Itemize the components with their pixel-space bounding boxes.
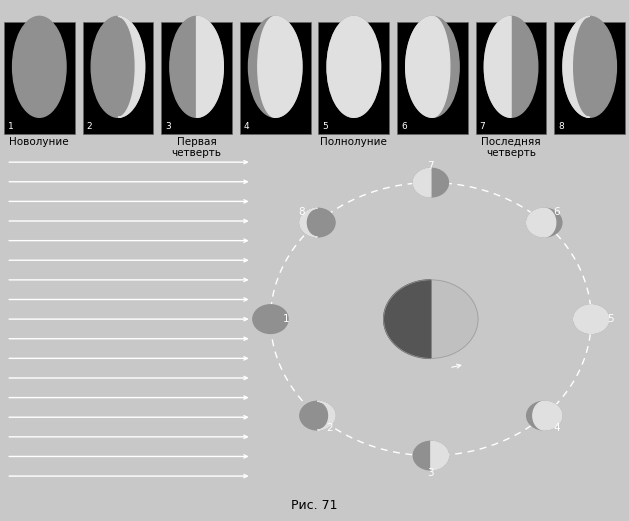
Polygon shape — [563, 16, 590, 117]
Text: Новолуние: Новолуние — [9, 137, 69, 146]
Ellipse shape — [574, 305, 609, 333]
Ellipse shape — [526, 208, 562, 237]
Ellipse shape — [413, 441, 448, 470]
Text: 7: 7 — [479, 122, 486, 131]
Text: 6: 6 — [554, 207, 560, 217]
Text: 3: 3 — [428, 468, 434, 478]
Ellipse shape — [384, 280, 478, 358]
Text: 4: 4 — [244, 122, 249, 131]
Ellipse shape — [300, 208, 335, 237]
Polygon shape — [258, 16, 302, 117]
Polygon shape — [196, 16, 223, 117]
Ellipse shape — [526, 401, 562, 430]
Polygon shape — [484, 16, 511, 117]
FancyBboxPatch shape — [82, 22, 153, 133]
Ellipse shape — [13, 16, 66, 117]
Ellipse shape — [253, 305, 288, 333]
FancyBboxPatch shape — [476, 22, 547, 133]
Text: 6: 6 — [401, 122, 407, 131]
Polygon shape — [431, 441, 448, 470]
Ellipse shape — [91, 16, 145, 117]
FancyBboxPatch shape — [240, 22, 311, 133]
Ellipse shape — [484, 16, 538, 117]
Text: 8: 8 — [559, 122, 564, 131]
Ellipse shape — [327, 16, 381, 117]
Ellipse shape — [248, 16, 302, 117]
Text: 2: 2 — [87, 122, 92, 131]
FancyBboxPatch shape — [554, 22, 625, 133]
Ellipse shape — [300, 401, 335, 430]
FancyBboxPatch shape — [4, 22, 75, 133]
Text: 7: 7 — [428, 161, 434, 171]
FancyBboxPatch shape — [161, 22, 232, 133]
Text: 5: 5 — [607, 314, 613, 324]
Ellipse shape — [563, 16, 616, 117]
Ellipse shape — [574, 305, 609, 333]
Polygon shape — [118, 16, 145, 117]
Text: Последняя
четверть: Последняя четверть — [481, 137, 541, 158]
Text: Первая
четверть: Первая четверть — [172, 137, 221, 158]
Polygon shape — [526, 208, 556, 237]
Ellipse shape — [406, 16, 459, 117]
Ellipse shape — [413, 168, 448, 197]
Text: 3: 3 — [165, 122, 171, 131]
Text: 2: 2 — [326, 423, 333, 432]
FancyBboxPatch shape — [318, 22, 389, 133]
Text: 8: 8 — [298, 207, 305, 217]
Polygon shape — [406, 16, 450, 117]
Text: 5: 5 — [322, 122, 328, 131]
Polygon shape — [533, 401, 562, 430]
Text: 1: 1 — [283, 314, 289, 324]
Text: Полнолуние: Полнолуние — [320, 137, 387, 146]
Text: Рис. 71: Рис. 71 — [291, 499, 338, 512]
FancyBboxPatch shape — [397, 22, 468, 133]
Polygon shape — [318, 401, 335, 430]
Polygon shape — [384, 280, 431, 358]
Polygon shape — [300, 208, 318, 237]
Text: 4: 4 — [554, 423, 560, 432]
Ellipse shape — [327, 16, 381, 117]
Text: 1: 1 — [8, 122, 14, 131]
Polygon shape — [413, 168, 431, 197]
Ellipse shape — [170, 16, 223, 117]
